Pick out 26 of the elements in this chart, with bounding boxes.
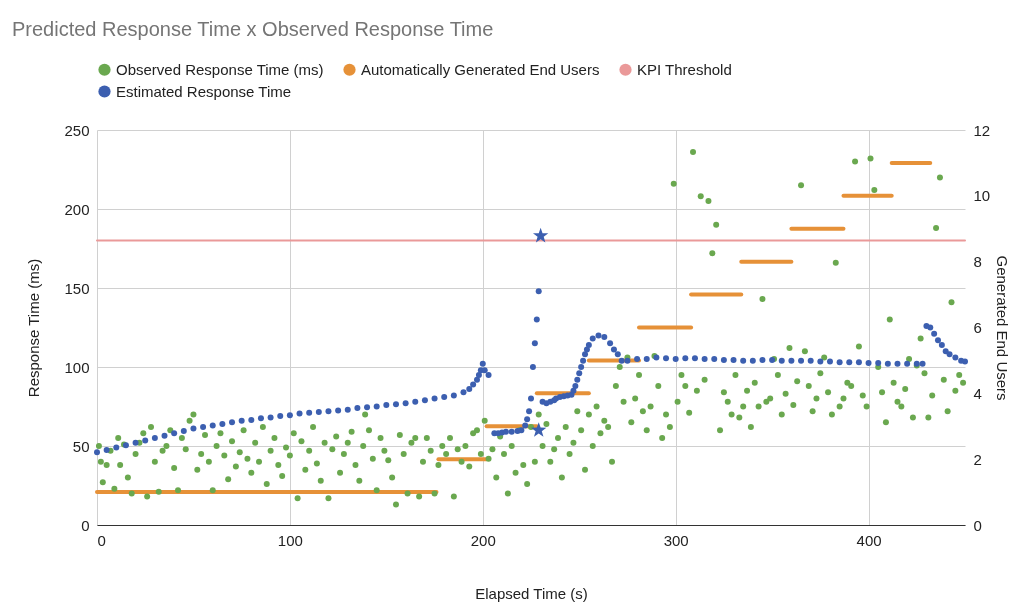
x-axis-title: Elapsed Time (s) [475,584,588,602]
y2-tick-label: 0 [973,516,982,534]
legend-label: Estimated Response Time [116,82,292,100]
y2-tick-label: 10 [973,187,991,205]
x-tick-label: 0 [97,531,106,549]
chart-title: Predicted Response Time x Observed Response Time [12,18,494,40]
x-tick-label: 400 [856,531,882,549]
y2-axis-title: Generated End Users [994,255,1012,401]
y-tick-label: 250 [64,121,90,139]
x-tick-label: 300 [663,531,689,549]
y-tick-label: 150 [64,279,90,297]
y-tick-label: 100 [64,358,90,376]
y-tick-label: 50 [72,437,90,455]
y2-tick-label: 2 [973,450,982,468]
y-tick-label: 0 [81,516,90,534]
legend-label: Automatically Generated End Users [361,60,600,78]
y2-tick-label: 8 [973,253,982,271]
y2-tick-label: 4 [973,384,982,402]
legend-label: KPI Threshold [637,60,732,78]
y2-tick-label: 12 [973,121,991,139]
x-tick-label: 200 [470,531,496,549]
x-tick-label: 100 [277,531,303,549]
y-axis-title: Response Time (ms) [25,258,43,398]
legend-label: Observed Response Time (ms) [116,60,324,78]
y2-tick-label: 6 [973,319,982,336]
y-tick-label: 200 [64,200,90,218]
